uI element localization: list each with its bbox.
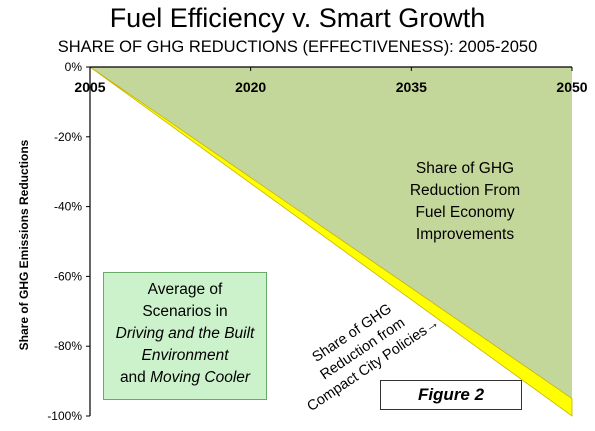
scenario-line: and Moving Cooler [104, 367, 266, 389]
fuel-label-line: Fuel Economy [415, 204, 515, 221]
fuel-label-line: Reduction From [409, 182, 521, 199]
y-axis-label: Share of GHG Emissions Reductions [17, 139, 31, 350]
x-tick-label: 2035 [396, 79, 427, 95]
x-tick-label: 2005 [74, 79, 105, 95]
x-tick-label: 2020 [235, 79, 266, 95]
y-tick-label: -80% [54, 339, 82, 353]
chart-subtitle: SHARE OF GHG REDUCTIONS (EFFECTIVENESS):… [57, 38, 538, 56]
scenario-line: Scenarios in [142, 303, 228, 320]
scenario-line: Driving and the Built [115, 325, 255, 342]
y-tick-label: 0% [65, 60, 83, 74]
fuel-economy-annotation: Share of GHG Reduction From Fuel Economy… [395, 158, 535, 246]
y-tick-label: -40% [54, 200, 82, 214]
fuel-label-line: Improvements [415, 226, 515, 243]
fuel-label-line: Share of GHG [415, 160, 515, 177]
scenario-line: Environment [141, 347, 229, 364]
x-tick-label: 2050 [556, 79, 587, 95]
scenario-line-italic: Moving Cooler [150, 369, 251, 386]
scenario-note-box: Average of Scenarios in Driving and the … [103, 272, 267, 400]
y-tick-label: -100% [47, 409, 82, 423]
scenario-line: Average of [147, 281, 223, 298]
scenario-line-prefix: and [119, 369, 151, 386]
compact-city-area [89, 66, 573, 417]
y-tick-label: -20% [54, 130, 82, 144]
y-tick-label: -60% [54, 269, 82, 283]
figure-label: Figure 2 [380, 380, 522, 410]
chart-title: Fuel Efficiency v. Smart Growth [109, 3, 486, 33]
